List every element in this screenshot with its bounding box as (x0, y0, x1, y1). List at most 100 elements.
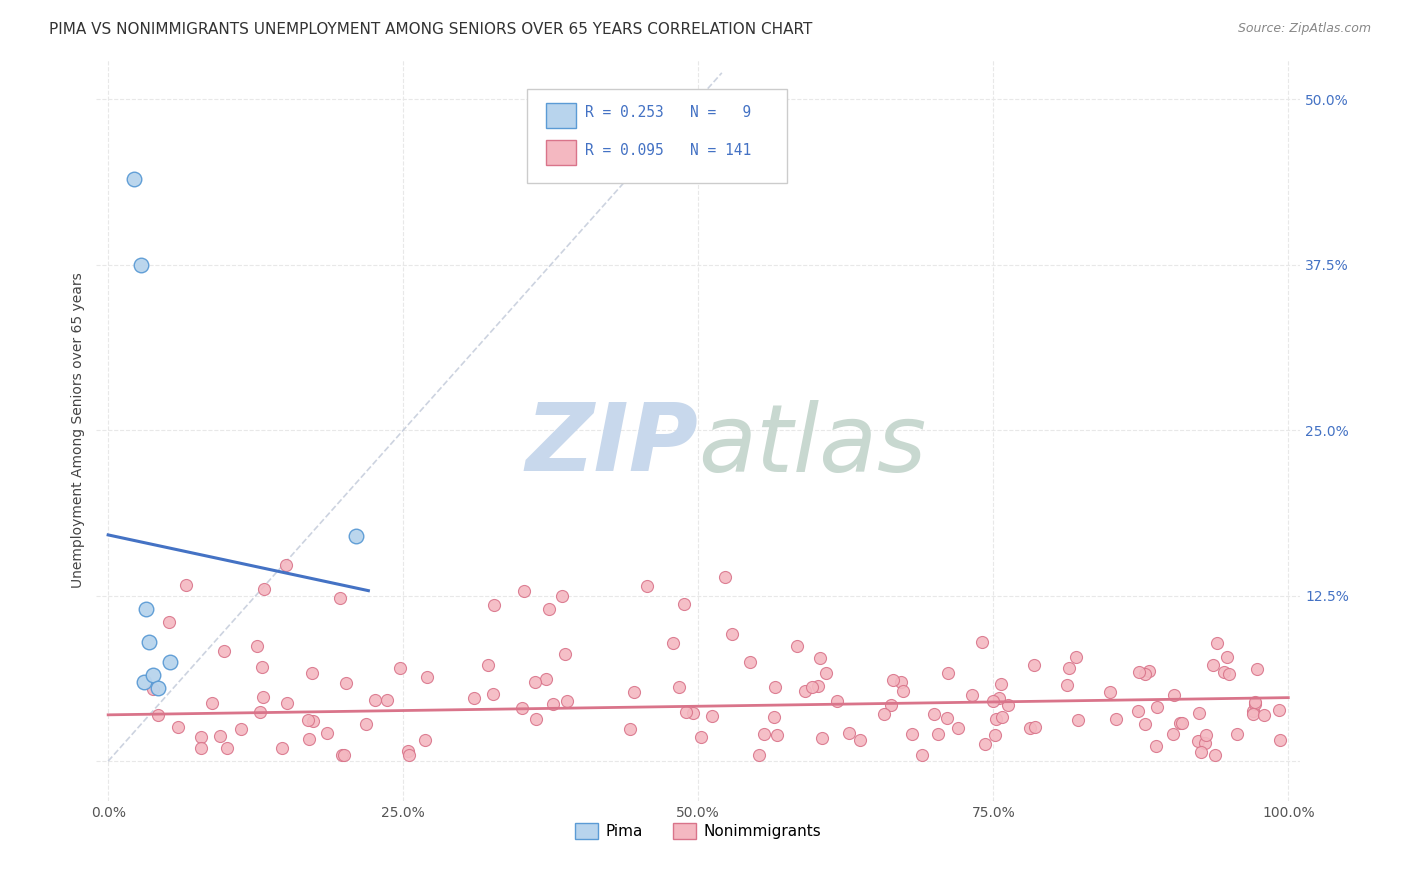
Point (510, 700, 533, 714)
Point (991, 709, 1014, 723)
Point (142, 668, 165, 682)
Point (636, 579, 658, 593)
Point (1018, 721, 1040, 735)
Point (1168, 715, 1191, 730)
Point (668, 680, 690, 694)
Point (1241, 704, 1264, 718)
Point (1218, 667, 1240, 681)
Point (900, 727, 922, 741)
Point (482, 598, 505, 612)
Point (375, 693, 398, 707)
Point (1163, 727, 1185, 741)
Point (891, 684, 914, 698)
Point (752, 727, 775, 741)
Point (1163, 688, 1185, 702)
Point (174, 578, 197, 592)
Point (873, 707, 896, 722)
Point (984, 712, 1007, 726)
Point (1126, 704, 1149, 718)
Point (344, 529, 367, 543)
Point (990, 677, 1012, 691)
Point (927, 727, 949, 741)
Point (1268, 733, 1291, 747)
Point (740, 655, 762, 669)
Point (702, 709, 724, 723)
Point (1204, 747, 1226, 762)
Point (513, 584, 536, 599)
Point (398, 744, 420, 758)
Point (301, 665, 323, 680)
Point (935, 711, 957, 725)
Point (132, 674, 155, 689)
Point (274, 558, 297, 573)
Point (1268, 703, 1291, 717)
Point (936, 665, 959, 680)
Point (142, 681, 165, 696)
Point (138, 635, 160, 649)
Point (551, 589, 574, 603)
Point (1133, 666, 1156, 681)
Point (1253, 708, 1275, 723)
Text: PIMA VS NONIMMIGRANTS UNEMPLOYMENT AMONG SENIORS OVER 65 YEARS CORRELATION CHART: PIMA VS NONIMMIGRANTS UNEMPLOYMENT AMONG… (49, 22, 813, 37)
Point (554, 647, 576, 661)
Point (838, 726, 860, 740)
Point (1105, 712, 1128, 726)
Point (1024, 720, 1046, 734)
Text: R = 0.095   N = 141: R = 0.095 N = 141 (585, 143, 751, 158)
Point (970, 634, 993, 648)
Point (1195, 728, 1218, 742)
Text: atlas: atlas (699, 400, 927, 491)
Point (271, 741, 294, 756)
Point (997, 698, 1019, 712)
Text: ZIP: ZIP (526, 399, 699, 491)
Point (297, 713, 319, 727)
Point (880, 698, 903, 712)
Point (1146, 700, 1168, 714)
Point (1133, 717, 1156, 731)
Point (249, 705, 271, 719)
Point (252, 690, 274, 704)
Point (619, 723, 641, 737)
Point (246, 639, 269, 653)
Point (398, 747, 420, 762)
Point (298, 732, 321, 747)
Point (335, 676, 357, 690)
Point (973, 737, 995, 751)
Point (675, 705, 697, 719)
Point (276, 697, 298, 711)
Point (1188, 706, 1211, 721)
Point (231, 723, 253, 737)
Point (1212, 665, 1234, 679)
Point (253, 582, 276, 597)
Point (1226, 726, 1249, 740)
Point (690, 730, 713, 744)
Point (159, 655, 181, 669)
Point (911, 747, 934, 762)
Point (1064, 649, 1087, 664)
Point (1187, 733, 1209, 747)
Point (786, 639, 808, 653)
Point (1241, 706, 1264, 721)
Point (477, 657, 499, 672)
Point (794, 684, 817, 698)
Point (984, 728, 1007, 742)
Point (682, 706, 704, 720)
Point (1067, 713, 1090, 727)
Point (413, 732, 436, 747)
Point (960, 688, 983, 702)
Point (662, 636, 685, 650)
Point (815, 665, 838, 680)
Point (1128, 665, 1150, 679)
Point (848, 733, 870, 747)
Point (1099, 685, 1122, 699)
Point (1246, 662, 1268, 676)
Point (148, 708, 170, 723)
Text: Source: ZipAtlas.com: Source: ZipAtlas.com (1237, 22, 1371, 36)
Point (987, 691, 1010, 706)
Point (534, 673, 557, 687)
Point (763, 680, 786, 694)
Point (129, 258, 152, 272)
Point (157, 615, 180, 629)
Point (808, 651, 831, 665)
Point (946, 721, 969, 735)
